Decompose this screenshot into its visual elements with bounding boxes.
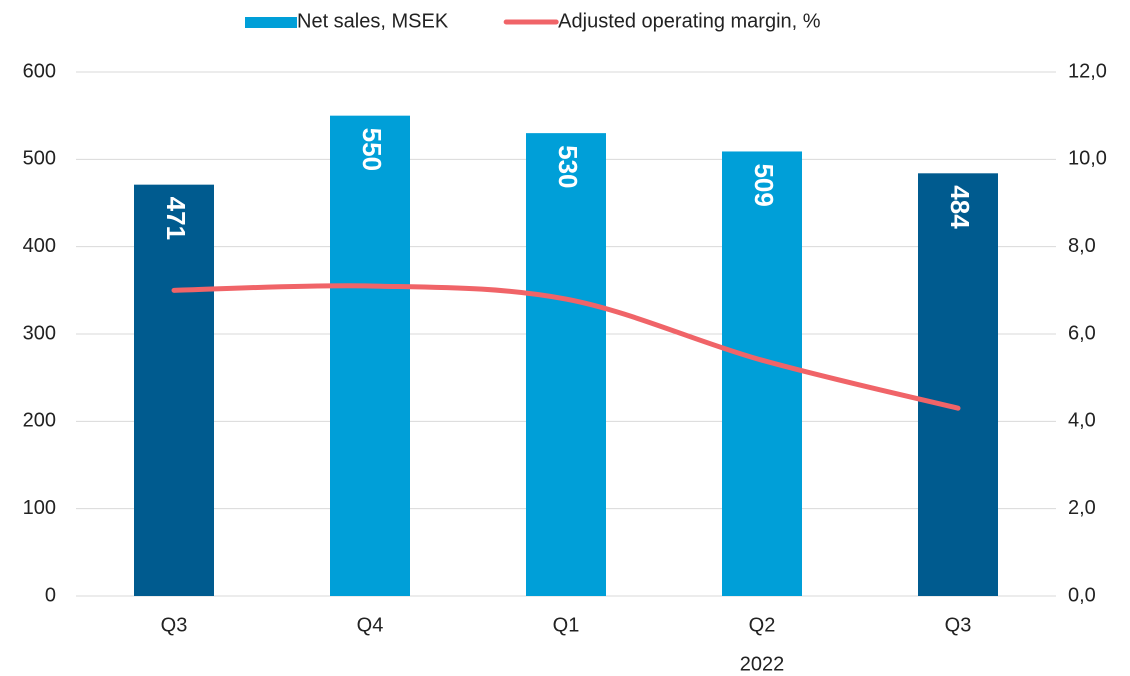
y2-tick-label: 6,0	[1068, 322, 1096, 344]
y2-tick-label: 0,0	[1068, 584, 1096, 606]
y2-tick-label: 2,0	[1068, 497, 1096, 519]
data-label: 484	[945, 185, 975, 229]
x-tick-label: Q3	[945, 614, 972, 636]
data-label: 471	[161, 197, 191, 240]
annotation: 2022	[740, 653, 785, 675]
y-tick-label: 500	[23, 148, 56, 170]
x-tick-label: Q4	[357, 614, 384, 636]
legend-swatch	[245, 17, 297, 28]
y-tick-label: 0	[45, 584, 56, 606]
bar	[722, 151, 802, 596]
y2-tick-label: 12,0	[1068, 60, 1107, 82]
bar	[330, 115, 410, 597]
data-label: 509	[749, 163, 779, 206]
y2-tick-label: 4,0	[1068, 410, 1096, 432]
y-tick-label: 100	[23, 497, 56, 519]
y2-tick-label: 10,0	[1068, 148, 1107, 170]
line	[171, 283, 961, 411]
x-tick-label: Q3	[161, 614, 188, 636]
y-tick-label: 400	[23, 235, 56, 257]
bar	[526, 133, 606, 596]
bar	[918, 173, 998, 596]
y2-tick-label: 8,0	[1068, 235, 1096, 257]
bar	[134, 184, 214, 596]
x-tick-label: Q1	[553, 614, 580, 636]
y-tick-label: 600	[23, 60, 56, 82]
data-label: 550	[357, 128, 387, 171]
legend-label: Adjusted operating margin, %	[558, 10, 821, 32]
y-tick-label: 200	[23, 410, 56, 432]
data-label: 530	[553, 145, 583, 188]
legend-label: Net sales, MSEK	[297, 10, 449, 32]
y-tick-label: 300	[23, 322, 56, 344]
x-tick-label: Q2	[749, 614, 776, 636]
